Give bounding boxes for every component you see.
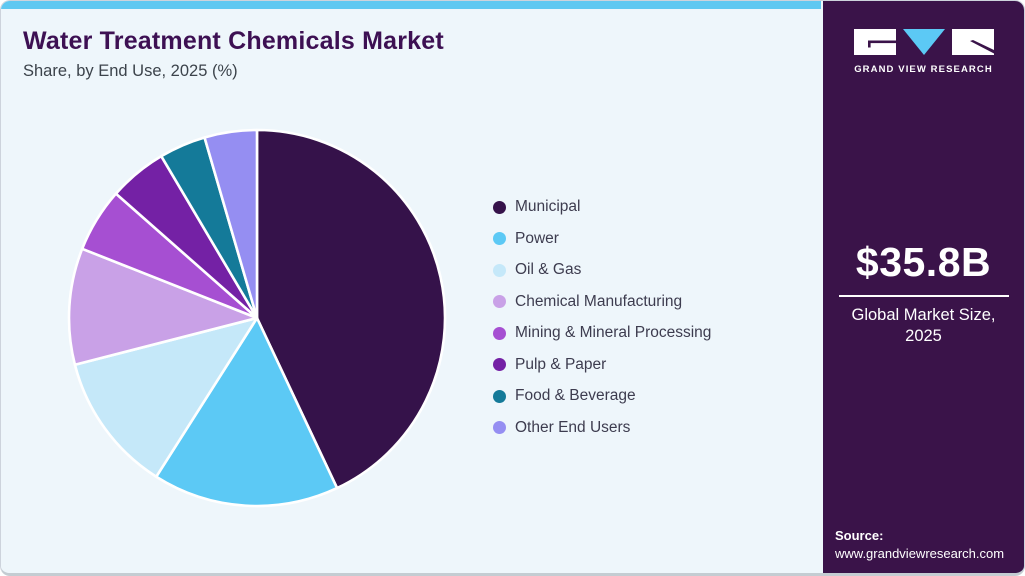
market-size-caption-line2: 2025 <box>905 327 942 346</box>
top-accent-bar <box>1 1 821 9</box>
legend-swatch-icon <box>493 326 506 340</box>
source-url: www.grandviewresearch.com <box>835 546 1005 561</box>
legend-label: Mining & Mineral Processing <box>515 324 712 341</box>
header: Water Treatment Chemicals Market Share, … <box>23 27 444 81</box>
gvr-logo-icon <box>853 29 994 55</box>
pie-chart-container <box>65 126 449 510</box>
pie-slice-municipal <box>255 128 447 490</box>
divider <box>838 295 1009 297</box>
chart-panel: Water Treatment Chemicals Market Share, … <box>1 1 823 573</box>
page-subtitle: Share, by End Use, 2025 (%) <box>23 62 238 80</box>
legend-swatch-icon <box>493 421 506 434</box>
legend-swatch-icon <box>493 232 506 245</box>
pie-slice-oil-and-gas <box>73 316 259 479</box>
legend-label: Food & Beverage <box>515 387 636 404</box>
brand-logo-text: GRAND VIEW RESEARCH <box>854 64 993 75</box>
legend-label: Chemical Manufacturing <box>515 292 683 310</box>
legend-item-oil-and-gas: Oil & Gas <box>493 260 711 280</box>
legend-item-municipal: Municipal <box>493 197 711 217</box>
sidebar: GRAND VIEW RESEARCH $35.8B Global Market… <box>823 1 1024 573</box>
legend-label: Power <box>515 229 559 247</box>
market-size-caption-line1: Global Market Size, <box>851 306 996 324</box>
legend-swatch-icon <box>493 263 506 277</box>
legend-item-chemical-manufacturing: Chemical Manufacturing <box>493 292 711 312</box>
source-block: Source: www.grandviewresearch.com <box>835 528 1004 561</box>
brand-logo-block: GRAND VIEW RESEARCH <box>823 29 1024 75</box>
pie-chart <box>67 128 447 508</box>
pie-slice-chemical-manufacturing <box>67 247 259 367</box>
legend-swatch-icon <box>493 389 506 403</box>
legend-label: Municipal <box>515 198 581 215</box>
legend-swatch-icon <box>493 358 506 371</box>
market-size-caption: Global Market Size, 2025 <box>823 305 1024 348</box>
pie-slice-power <box>154 316 339 508</box>
pie-slice-other-end-users <box>203 128 259 320</box>
legend-item-mining-and-mineral-processing: Mining & Mineral Processing <box>493 323 711 343</box>
legend-label: Other End Users <box>515 418 631 436</box>
legend-item-pulp-and-paper: Pulp & Paper <box>493 355 711 375</box>
market-size-callout: $35.8B Global Market Size, 2025 <box>823 239 1024 348</box>
market-size-value: $35.8B <box>855 239 992 285</box>
legend-item-food-and-beverage: Food & Beverage <box>493 386 711 406</box>
legend-item-other-end-users: Other End Users <box>493 418 711 438</box>
legend-label: Pulp & Paper <box>515 355 607 373</box>
legend: Municipal Power Oil & Gas Chemical Manufact… <box>493 197 711 449</box>
source-label: Source: <box>835 528 884 543</box>
legend-item-power: Power <box>493 229 711 249</box>
page-title: Water Treatment Chemicals Market <box>23 27 444 55</box>
legend-swatch-icon <box>493 200 506 214</box>
legend-label: Oil & Gas <box>515 261 582 278</box>
legend-swatch-icon <box>493 295 506 308</box>
